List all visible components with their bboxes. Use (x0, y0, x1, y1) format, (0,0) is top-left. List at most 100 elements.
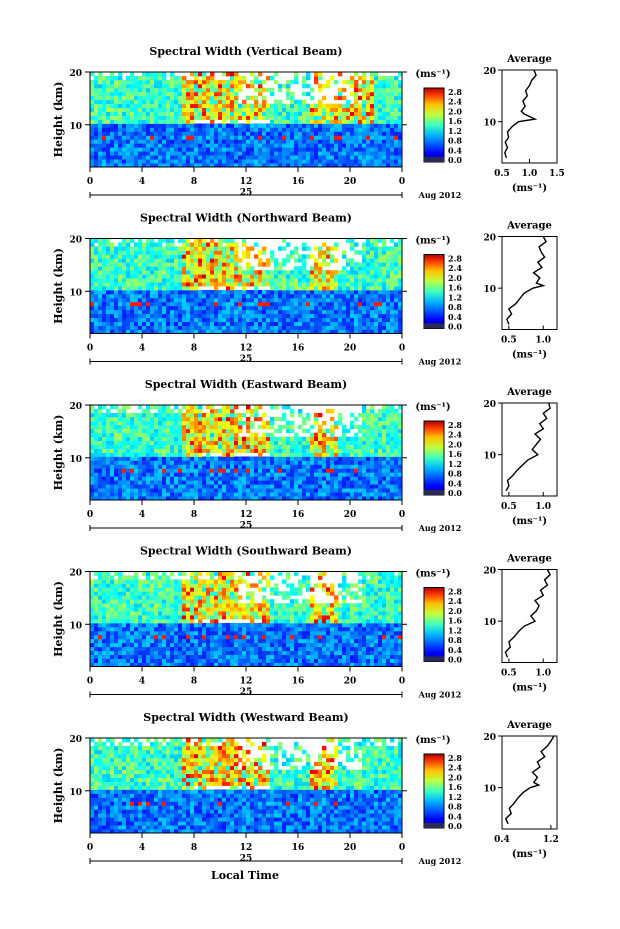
heatmap-cell (250, 301, 255, 307)
heatmap-cell (94, 262, 99, 267)
heatmap-cell (274, 464, 279, 469)
heatmap-cell (394, 95, 399, 101)
heatmap-cell (282, 496, 287, 501)
heatmap-cell (322, 293, 327, 299)
heatmap-cell (114, 278, 119, 283)
heatmap-cell (138, 274, 143, 279)
heatmap-cell (318, 119, 323, 124)
heatmap-cell (286, 151, 291, 156)
heatmap-cell (242, 143, 247, 148)
heatmap-cell (170, 428, 175, 434)
heatmap-cell (322, 321, 327, 326)
heatmap-cell (146, 258, 151, 263)
heatmap-cell (126, 496, 131, 501)
heatmap-cell (222, 460, 227, 465)
heatmap-cell (142, 424, 147, 430)
heatmap-cell (158, 468, 163, 473)
heatmap-cell (370, 293, 375, 299)
colorbar-tick-label: 2.8 (448, 87, 462, 97)
heatmap-cell (322, 289, 327, 295)
heatmap-cell (298, 103, 303, 109)
heatmap-cell (386, 325, 391, 330)
heatmap-cell (170, 95, 175, 101)
heatmap-cell (322, 460, 327, 465)
heatmap-cell (294, 266, 299, 271)
heatmap-cell (194, 107, 199, 112)
heatmap-cell (370, 123, 375, 128)
heatmap-cell (186, 436, 191, 442)
heatmap-cell (318, 278, 323, 283)
average-x-tick-label: 1.0 (522, 169, 538, 179)
heatmap-cell (150, 135, 155, 140)
heatmap-cell (174, 448, 179, 453)
heatmap-cell (338, 309, 343, 315)
heatmap-cell (374, 83, 379, 89)
heatmap-cell (242, 436, 247, 442)
heatmap-cell (322, 119, 327, 124)
heatmap-cell (334, 492, 339, 497)
heatmap-cell (126, 416, 131, 422)
heatmap-cell (106, 420, 111, 426)
heatmap-cell (302, 496, 307, 501)
heatmap-cell (230, 488, 235, 493)
heatmap-cell (142, 480, 147, 485)
heatmap-cell (262, 468, 267, 473)
heatmap-cell (390, 274, 395, 279)
heatmap-cell (126, 91, 131, 97)
heatmap-cell (386, 95, 391, 101)
heatmap-cell (382, 163, 387, 168)
heatmap-cell (302, 143, 307, 148)
heatmap-cell (230, 147, 235, 152)
heatmap-cell (146, 159, 151, 164)
heatmap-cell (250, 321, 255, 326)
heatmap-cell (178, 254, 183, 259)
heatmap-cell (238, 480, 243, 485)
heatmap-cell (150, 420, 155, 426)
heatmap-cell (114, 468, 119, 473)
heatmap-cell (142, 123, 147, 128)
heatmap-cell (278, 484, 283, 489)
heatmap-cell (214, 159, 219, 164)
heatmap-cell (334, 274, 339, 279)
heatmap-cell (362, 472, 367, 477)
heatmap-cell (206, 492, 211, 497)
heatmap-cell (134, 254, 139, 259)
heatmap-cell (138, 163, 143, 168)
heatmap-cell (210, 139, 215, 144)
heatmap-cell (130, 488, 135, 493)
heatmap-cell (230, 476, 235, 481)
heatmap-cell (290, 420, 295, 426)
heatmap-cell (310, 480, 315, 485)
heatmap-cell (258, 262, 263, 267)
heatmap-cell (210, 270, 215, 275)
heatmap-cell (102, 488, 107, 493)
heatmap-cell (210, 282, 215, 287)
heatmap-cell (274, 313, 279, 319)
heatmap-cell (222, 448, 227, 453)
heatmap-cell (242, 440, 247, 445)
heatmap-cell (334, 155, 339, 160)
heatmap-cell (366, 135, 371, 140)
heatmap-cell (118, 246, 123, 251)
heatmap-cell (158, 127, 163, 132)
heatmap-cell (102, 492, 107, 497)
heatmap-cell (346, 238, 351, 243)
heatmap-cell (358, 472, 363, 477)
heatmap-cell (262, 480, 267, 485)
heatmap-cell (298, 147, 303, 152)
heatmap-cell (278, 313, 283, 319)
heatmap-cell (146, 163, 151, 168)
heatmap-cell (214, 274, 219, 279)
heatmap-cell (150, 72, 155, 77)
heatmap-cell (114, 163, 119, 168)
heatmap-cell (342, 135, 347, 140)
heatmap-cell (358, 274, 363, 279)
heatmap-cell (222, 456, 227, 461)
heatmap-cell (382, 480, 387, 485)
heatmap-cell (398, 262, 403, 267)
heatmap-cell (326, 282, 331, 287)
heatmap-cell (394, 103, 399, 109)
heatmap-cell (106, 325, 111, 330)
heatmap-cell (94, 270, 99, 275)
heatmap-cell (358, 103, 363, 109)
